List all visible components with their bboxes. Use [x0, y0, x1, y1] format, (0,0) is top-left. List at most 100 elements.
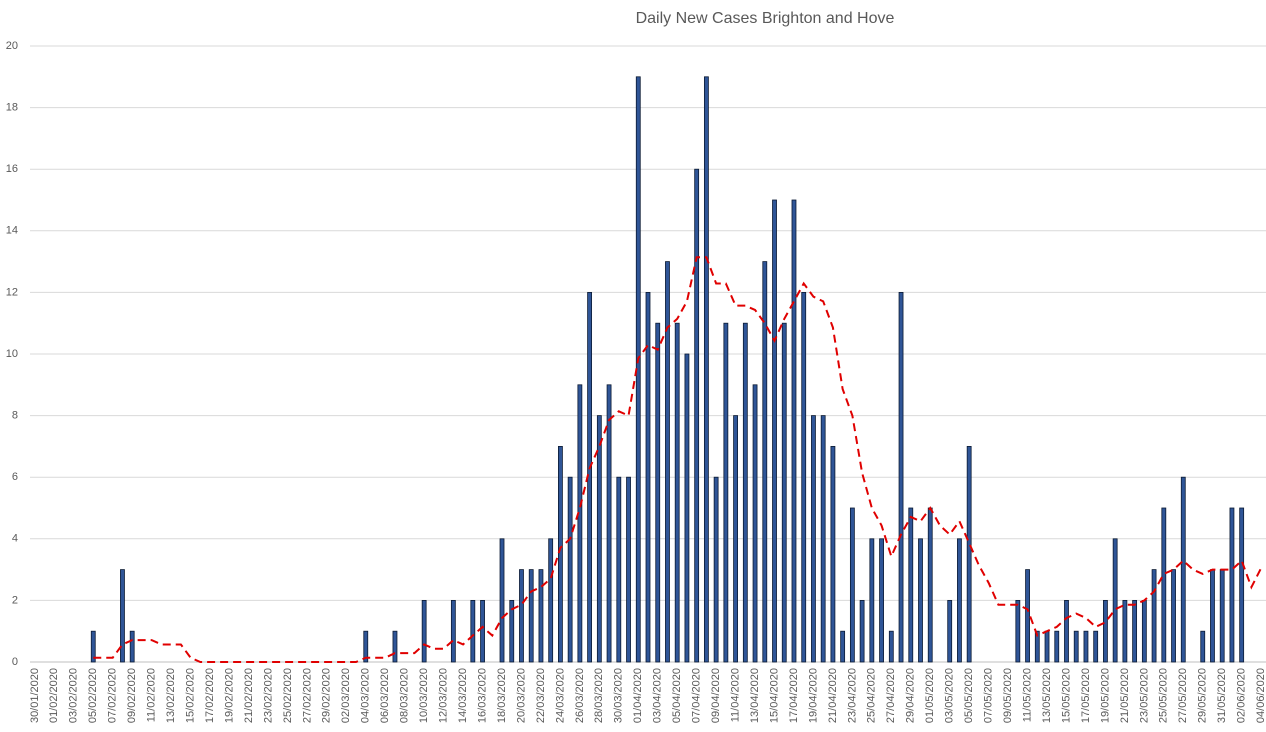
- bar: [606, 384, 612, 663]
- x-tick-label: 03/02/2020: [68, 668, 80, 723]
- bar: [703, 76, 709, 663]
- bar: [1103, 600, 1108, 663]
- bar: [908, 507, 914, 663]
- y-tick-label: 6: [12, 471, 18, 483]
- bar: [1229, 507, 1235, 663]
- trend-line: [93, 256, 1263, 663]
- x-tick-label: 29/04/2020: [905, 668, 917, 723]
- bar: [1083, 630, 1089, 663]
- bar: [1200, 630, 1206, 663]
- x-tick-label: 05/04/2020: [671, 668, 683, 723]
- x-tick-label: 07/02/2020: [107, 668, 119, 723]
- bar: [567, 476, 573, 663]
- bar: [450, 600, 456, 663]
- bar: [645, 291, 651, 663]
- bar: [840, 630, 846, 663]
- x-tick-label: 02/06/2020: [1236, 668, 1248, 723]
- bar: [947, 600, 953, 663]
- bar: [1044, 630, 1050, 663]
- y-tick-label: 12: [6, 286, 18, 298]
- bar: [674, 322, 680, 663]
- x-tick-label: 23/02/2020: [262, 668, 274, 723]
- x-tick-label: 17/04/2020: [788, 668, 800, 723]
- bar: [665, 261, 670, 663]
- bar: [577, 384, 583, 663]
- bar: [1064, 600, 1069, 663]
- bar: [558, 445, 563, 663]
- bar: [548, 538, 554, 663]
- bar: [596, 415, 602, 663]
- bar: [129, 630, 135, 663]
- bar: [363, 630, 369, 663]
- bar: [480, 600, 485, 663]
- bar: [849, 507, 855, 663]
- y-tick-label: 8: [12, 410, 18, 422]
- y-tick-label: 18: [6, 102, 18, 114]
- bar: [713, 476, 719, 663]
- bar: [470, 600, 476, 663]
- x-tick-label: 04/03/2020: [360, 668, 372, 723]
- x-tick-label: 31/05/2020: [1216, 668, 1228, 723]
- bar: [626, 476, 631, 663]
- x-tick-label: 07/04/2020: [691, 668, 703, 723]
- x-tick-label: 21/02/2020: [243, 668, 255, 723]
- bar: [616, 476, 622, 663]
- x-tick-label: 09/02/2020: [126, 668, 138, 723]
- x-tick-label: 01/04/2020: [632, 668, 644, 723]
- y-tick-label: 0: [12, 656, 18, 668]
- x-tick-label: 09/05/2020: [1002, 668, 1014, 723]
- bar: [762, 261, 768, 663]
- x-tick-label: 09/04/2020: [710, 668, 722, 723]
- bar: [859, 600, 865, 663]
- bar: [1093, 630, 1099, 663]
- x-tick-label: 06/03/2020: [379, 668, 391, 723]
- bar: [869, 538, 875, 663]
- bar: [1025, 569, 1030, 663]
- x-tick-label: 19/04/2020: [807, 668, 819, 723]
- bar: [888, 630, 894, 663]
- x-tick-label: 04/06/2020: [1255, 668, 1266, 723]
- bar: [1161, 507, 1167, 663]
- x-tick-label: 08/03/2020: [399, 668, 411, 723]
- bar: [830, 445, 836, 663]
- x-tick-label: 29/02/2020: [321, 668, 333, 723]
- x-tick-label: 15/04/2020: [768, 668, 780, 723]
- x-tick-label: 28/03/2020: [593, 668, 605, 723]
- bar: [528, 569, 534, 663]
- bar: [421, 600, 427, 663]
- x-tick-label: 05/05/2020: [963, 668, 975, 723]
- x-tick-label: 25/02/2020: [282, 668, 294, 723]
- bar: [723, 322, 729, 663]
- bar: [898, 291, 904, 663]
- x-tick-label: 29/05/2020: [1197, 668, 1209, 723]
- bar: [927, 507, 933, 663]
- bar: [742, 322, 748, 663]
- x-tick-label: 11/05/2020: [1021, 668, 1033, 722]
- x-tick-label: 01/05/2020: [924, 668, 936, 723]
- x-tick-label: 13/05/2020: [1041, 668, 1053, 723]
- bar: [1122, 600, 1128, 663]
- x-tick-label: 17/05/2020: [1080, 668, 1092, 723]
- bar: [538, 569, 544, 663]
- bar: [791, 199, 797, 663]
- bar: [801, 291, 807, 663]
- x-tick-label: 27/04/2020: [885, 668, 897, 723]
- bar: [781, 322, 787, 663]
- bar: [392, 630, 398, 663]
- x-tick-label: 01/02/2020: [48, 668, 60, 723]
- bar: [811, 415, 816, 663]
- bar: [1151, 569, 1157, 663]
- x-tick-label: 11/04/2020: [729, 668, 741, 722]
- chart-title: Daily New Cases Brighton and Hove: [636, 10, 895, 27]
- bar: [957, 538, 962, 663]
- x-tick-label: 20/03/2020: [515, 668, 527, 723]
- x-tick-label: 23/04/2020: [846, 668, 858, 723]
- x-tick-label: 15/02/2020: [184, 668, 196, 723]
- x-tick-label: 23/05/2020: [1138, 668, 1150, 723]
- bar: [499, 538, 505, 663]
- bar: [1054, 630, 1060, 663]
- x-tick-label: 27/02/2020: [301, 668, 313, 723]
- bar: [90, 630, 96, 663]
